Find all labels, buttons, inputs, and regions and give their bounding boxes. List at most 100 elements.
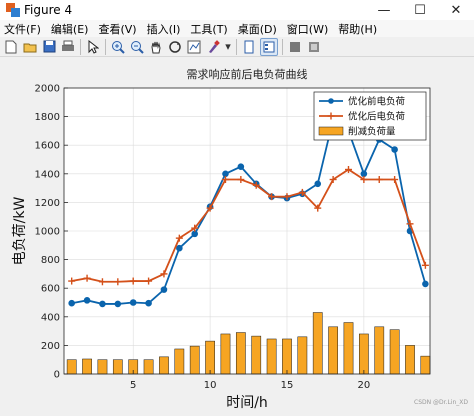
menu-bar: 文件(F) 编辑(E) 查看(V) 插入(I) 工具(T) 桌面(D) 窗口(W… bbox=[0, 20, 474, 37]
before-optimization-point bbox=[69, 300, 75, 306]
bar-reduced-load bbox=[282, 339, 291, 374]
bar-reduced-load bbox=[267, 339, 276, 374]
hide-plot-tools-icon[interactable] bbox=[287, 39, 303, 55]
before-optimization-point bbox=[84, 298, 90, 304]
link-plot-icon[interactable] bbox=[241, 39, 257, 55]
menu-file[interactable]: 文件(F) bbox=[4, 21, 41, 37]
y-tick-label: 1800 bbox=[35, 112, 60, 123]
toolbar-separator bbox=[236, 39, 237, 55]
bar-reduced-load bbox=[359, 334, 368, 374]
legend-label: 优化前电负荷 bbox=[348, 96, 406, 108]
y-tick-label: 400 bbox=[41, 312, 60, 323]
data-cursor-icon[interactable] bbox=[186, 39, 202, 55]
y-tick-label: 2000 bbox=[35, 84, 60, 95]
y-axis-label: 电负荷/kW bbox=[12, 197, 28, 266]
pan-hand-icon[interactable] bbox=[148, 39, 164, 55]
show-plot-tools-icon[interactable] bbox=[306, 39, 322, 55]
menu-window[interactable]: 窗口(W) bbox=[287, 21, 328, 37]
close-button[interactable]: ✕ bbox=[438, 0, 474, 20]
figure-canvas: 需求响应前后电负荷曲线 0 200 400 600 800 1000 1200 1400 160… bbox=[0, 58, 474, 412]
before-optimization-point bbox=[177, 245, 183, 251]
bar-reduced-load bbox=[144, 360, 153, 374]
bar-reduced-load bbox=[390, 330, 399, 374]
toolbar-separator bbox=[80, 39, 81, 55]
bar-reduced-load bbox=[113, 360, 122, 374]
y-tick-label: 1000 bbox=[35, 227, 60, 238]
bar-reduced-load bbox=[221, 334, 230, 374]
y-tick-label: 1200 bbox=[35, 198, 60, 209]
before-optimization-point bbox=[161, 287, 167, 293]
insert-colorbar-icon[interactable] bbox=[260, 38, 278, 56]
before-optimization-point bbox=[392, 147, 398, 153]
before-optimization-point bbox=[423, 281, 429, 287]
bar-reduced-load bbox=[98, 360, 107, 374]
bar-reduced-load bbox=[175, 349, 184, 374]
bar-reduced-load bbox=[375, 327, 384, 374]
maximize-button[interactable]: ☐ bbox=[402, 0, 438, 20]
x-tick-label: 20 bbox=[358, 380, 371, 391]
bar-reduced-load bbox=[405, 345, 414, 374]
brush-icon[interactable] bbox=[205, 39, 221, 55]
chart-svg: 需求响应前后电负荷曲线 0 200 400 600 800 1000 1200 1400 160… bbox=[0, 58, 474, 412]
before-optimization-point bbox=[361, 171, 367, 177]
y-tick-label: 1400 bbox=[35, 169, 60, 180]
figure-toolbar: ▾ bbox=[0, 37, 474, 57]
window-controls: — ☐ ✕ bbox=[366, 0, 474, 20]
before-optimization-point bbox=[100, 301, 106, 307]
bar-reduced-load bbox=[67, 360, 76, 374]
bar-reduced-load bbox=[252, 336, 261, 374]
legend-marker bbox=[328, 98, 334, 104]
bar-reduced-load bbox=[82, 359, 91, 374]
save-icon[interactable] bbox=[41, 39, 57, 55]
matlab-figure-icon bbox=[6, 3, 20, 17]
y-tick-label: 1600 bbox=[35, 141, 60, 152]
chart-title: 需求响应前后电负荷曲线 bbox=[187, 67, 308, 81]
toolbar-separator bbox=[105, 39, 106, 55]
before-optimization-point bbox=[130, 300, 136, 306]
menu-desktop[interactable]: 桌面(D) bbox=[238, 21, 277, 37]
open-folder-icon[interactable] bbox=[22, 39, 38, 55]
y-tick-label: 0 bbox=[54, 370, 60, 381]
select-arrow-icon[interactable] bbox=[85, 39, 101, 55]
bar-reduced-load bbox=[344, 323, 353, 374]
zoom-in-icon[interactable] bbox=[110, 39, 126, 55]
bar-reduced-load bbox=[298, 337, 307, 374]
menu-edit[interactable]: 编辑(E) bbox=[51, 21, 89, 37]
bar-reduced-load bbox=[190, 346, 199, 374]
new-file-icon[interactable] bbox=[3, 39, 19, 55]
dropdown-icon[interactable]: ▾ bbox=[224, 39, 232, 55]
menu-help[interactable]: 帮助(H) bbox=[338, 21, 377, 37]
bar-reduced-load bbox=[421, 356, 430, 374]
zoom-out-icon[interactable] bbox=[129, 39, 145, 55]
watermark: CSDN @Dr.Lin_XD bbox=[414, 399, 468, 406]
bar-reduced-load bbox=[159, 357, 168, 374]
rotate-3d-icon[interactable] bbox=[167, 39, 183, 55]
legend-swatch bbox=[319, 127, 343, 135]
y-tick-label: 800 bbox=[41, 255, 60, 266]
print-icon[interactable] bbox=[60, 39, 76, 55]
menu-insert[interactable]: 插入(I) bbox=[147, 21, 181, 37]
bar-reduced-load bbox=[205, 341, 214, 374]
bar-reduced-load bbox=[329, 327, 338, 374]
before-optimization-point bbox=[223, 171, 229, 177]
minimize-button[interactable]: — bbox=[366, 0, 402, 20]
legend-label: 削减负荷量 bbox=[348, 126, 396, 138]
x-tick-label: 5 bbox=[130, 380, 136, 391]
toolbar-separator bbox=[282, 39, 283, 55]
menu-view[interactable]: 查看(V) bbox=[98, 21, 136, 37]
x-axis-label: 时间/h bbox=[226, 395, 268, 411]
before-optimization-point bbox=[315, 181, 321, 187]
legend-label: 优化后电负荷 bbox=[348, 111, 406, 123]
y-tick-label: 200 bbox=[41, 341, 60, 352]
window-title: Figure 4 bbox=[24, 3, 72, 17]
before-optimization-point bbox=[146, 300, 152, 306]
bar-reduced-load bbox=[313, 313, 322, 374]
y-tick-label: 600 bbox=[41, 284, 60, 295]
window-titlebar: Figure 4 — ☐ ✕ bbox=[0, 0, 474, 20]
before-optimization-point bbox=[192, 231, 198, 237]
before-optimization-point bbox=[115, 301, 121, 307]
before-optimization-point bbox=[238, 164, 244, 170]
menu-tools[interactable]: 工具(T) bbox=[190, 21, 227, 37]
x-tick-label: 10 bbox=[204, 380, 217, 391]
